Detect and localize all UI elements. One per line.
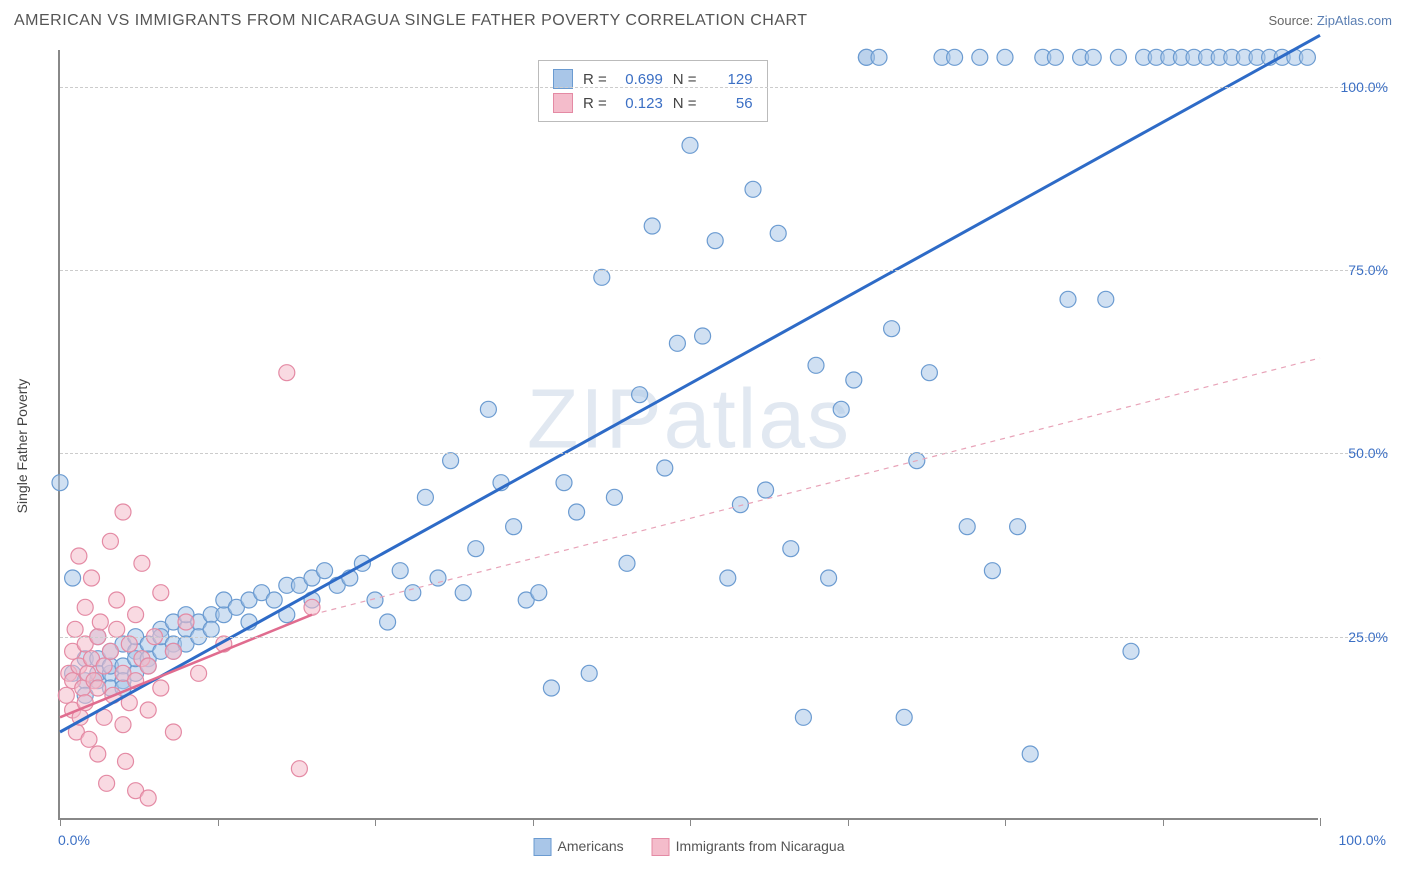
stats-r-label-2: R = xyxy=(583,95,607,112)
chart-title: AMERICAN VS IMMIGRANTS FROM NICARAGUA SI… xyxy=(14,12,808,30)
legend-swatch-blue xyxy=(534,838,552,856)
stats-swatch-pink xyxy=(553,93,573,113)
stats-n-value-2: 56 xyxy=(707,95,753,112)
x-axis-max-label: 100.0% xyxy=(1339,832,1386,848)
legend-item-nicaragua: Immigrants from Nicaragua xyxy=(652,838,845,856)
y-tick-label: 25.0% xyxy=(1328,629,1388,645)
source-prefix: Source: xyxy=(1268,13,1316,28)
legend-label-2: Immigrants from Nicaragua xyxy=(676,838,845,854)
y-tick-label: 75.0% xyxy=(1328,262,1388,278)
legend-bottom: Americans Immigrants from Nicaragua xyxy=(534,838,845,856)
stats-r-label: R = xyxy=(583,71,607,88)
legend-label-1: Americans xyxy=(558,838,624,854)
stats-row-nicaragua: R = 0.123 N = 56 xyxy=(553,91,753,115)
y-tick-label: 100.0% xyxy=(1328,79,1388,95)
stats-r-value-2: 0.123 xyxy=(617,95,663,112)
stats-n-label: N = xyxy=(673,71,697,88)
y-tick-label: 50.0% xyxy=(1328,445,1388,461)
legend-item-americans: Americans xyxy=(534,838,624,856)
legend-swatch-pink xyxy=(652,838,670,856)
plot-area: ZIPatlas R = 0.699 N = 129 R = 0.123 N =… xyxy=(58,50,1318,820)
stats-n-label-2: N = xyxy=(673,95,697,112)
stats-r-value-1: 0.699 xyxy=(617,71,663,88)
source-attribution: Source: ZipAtlas.com xyxy=(1268,13,1392,28)
stats-legend-box: R = 0.699 N = 129 R = 0.123 N = 56 xyxy=(538,60,768,122)
stats-n-value-1: 129 xyxy=(707,71,753,88)
source-link[interactable]: ZipAtlas.com xyxy=(1317,13,1392,28)
y-axis-label: Single Father Poverty xyxy=(14,379,30,514)
x-axis-origin-label: 0.0% xyxy=(58,832,90,848)
scatter-plot-svg xyxy=(60,50,1318,818)
